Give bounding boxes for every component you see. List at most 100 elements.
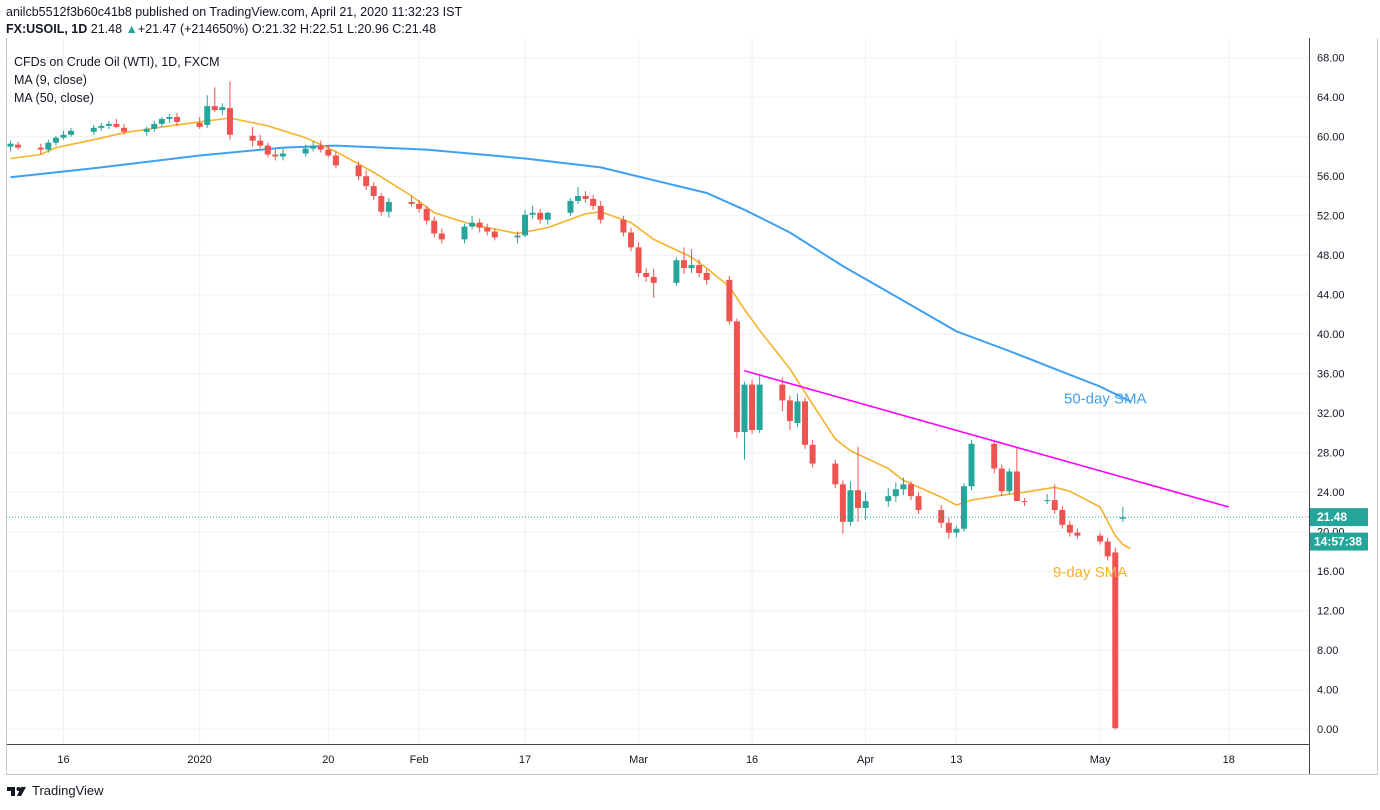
- candle[interactable]: [68, 127, 75, 137]
- candle[interactable]: [688, 249, 695, 274]
- candle[interactable]: [938, 505, 945, 528]
- candle[interactable]: [476, 218, 483, 233]
- candle[interactable]: [317, 140, 324, 153]
- candle[interactable]: [105, 120, 112, 129]
- candle[interactable]: [438, 228, 445, 244]
- candle[interactable]: [7, 140, 14, 152]
- candle[interactable]: [862, 492, 869, 520]
- candle[interactable]: [15, 141, 22, 150]
- candle[interactable]: [1119, 506, 1126, 523]
- candle[interactable]: [249, 126, 256, 147]
- candle[interactable]: [650, 269, 657, 298]
- candle[interactable]: [703, 269, 710, 285]
- candle[interactable]: [219, 103, 226, 116]
- candle[interactable]: [363, 170, 370, 191]
- candle[interactable]: [832, 459, 839, 489]
- candle[interactable]: [1013, 446, 1020, 502]
- candle[interactable]: [310, 141, 317, 152]
- candle[interactable]: [794, 393, 801, 428]
- candle[interactable]: [696, 259, 703, 277]
- candle[interactable]: [1097, 532, 1104, 545]
- candle[interactable]: [469, 215, 476, 230]
- candle[interactable]: [1112, 547, 1119, 730]
- candle[interactable]: [158, 116, 165, 127]
- candle[interactable]: [211, 87, 218, 113]
- candle[interactable]: [173, 113, 180, 126]
- candle[interactable]: [839, 480, 846, 534]
- candle[interactable]: [166, 114, 173, 123]
- price-chart[interactable]: 68.00 64.00 60.00 56.00 52.00 48.00 44.00 40.00…: [0, 38, 1380, 780]
- candle[interactable]: [726, 275, 733, 325]
- candle[interactable]: [786, 395, 793, 431]
- candle[interactable]: [378, 193, 385, 216]
- candle[interactable]: [544, 211, 551, 225]
- candle[interactable]: [302, 144, 309, 157]
- candle[interactable]: [749, 379, 756, 434]
- candle[interactable]: [121, 123, 128, 135]
- candle[interactable]: [756, 373, 763, 433]
- candle[interactable]: [408, 195, 415, 207]
- candle[interactable]: [60, 130, 67, 140]
- candle[interactable]: [98, 122, 105, 131]
- candle[interactable]: [37, 143, 44, 155]
- candle[interactable]: [809, 439, 816, 468]
- candle[interactable]: [431, 216, 438, 238]
- candle[interactable]: [90, 124, 97, 135]
- resistance-trendline[interactable]: [744, 369, 1230, 508]
- candle[interactable]: [643, 268, 650, 282]
- candle[interactable]: [945, 517, 952, 539]
- candle[interactable]: [733, 318, 740, 438]
- candle[interactable]: [1051, 484, 1058, 514]
- candle[interactable]: [1006, 468, 1013, 495]
- candle[interactable]: [332, 151, 339, 169]
- candle[interactable]: [537, 208, 544, 224]
- candle[interactable]: [272, 149, 279, 161]
- candle[interactable]: [779, 377, 786, 412]
- candle[interactable]: [673, 257, 680, 286]
- footer-brand[interactable]: TradingView: [6, 783, 104, 798]
- candle[interactable]: [514, 231, 521, 244]
- candle[interactable]: [968, 439, 975, 491]
- candle[interactable]: [847, 481, 854, 526]
- candle[interactable]: [885, 488, 892, 508]
- candle[interactable]: [264, 142, 271, 158]
- candle[interactable]: [998, 464, 1005, 497]
- candle[interactable]: [416, 199, 423, 213]
- candle[interactable]: [151, 120, 158, 132]
- candle[interactable]: [597, 200, 604, 224]
- candle[interactable]: [143, 126, 150, 136]
- candle[interactable]: [741, 381, 748, 460]
- candle[interactable]: [1021, 498, 1028, 507]
- candle[interactable]: [45, 139, 52, 153]
- candle[interactable]: [960, 483, 967, 532]
- candle[interactable]: [627, 227, 634, 252]
- candle[interactable]: [915, 492, 922, 514]
- candle[interactable]: [52, 135, 59, 146]
- candle[interactable]: [491, 228, 498, 241]
- candle[interactable]: [1044, 494, 1051, 505]
- candle[interactable]: [204, 95, 211, 128]
- candle[interactable]: [196, 116, 203, 129]
- candle[interactable]: [892, 482, 899, 503]
- candle[interactable]: [567, 197, 574, 216]
- candle[interactable]: [423, 205, 430, 225]
- candle[interactable]: [991, 439, 998, 474]
- candle[interactable]: [279, 147, 286, 161]
- candle[interactable]: [522, 209, 529, 238]
- candle[interactable]: [325, 144, 332, 158]
- candle[interactable]: [900, 477, 907, 496]
- candle[interactable]: [484, 223, 491, 236]
- candle[interactable]: [113, 118, 120, 128]
- candle[interactable]: [680, 247, 687, 274]
- candle[interactable]: [1066, 520, 1073, 537]
- candle[interactable]: [370, 182, 377, 200]
- candle[interactable]: [461, 223, 468, 244]
- candle[interactable]: [529, 205, 536, 219]
- candle[interactable]: [635, 242, 642, 277]
- candle[interactable]: [1104, 537, 1111, 561]
- candle[interactable]: [953, 525, 960, 538]
- candle[interactable]: [226, 81, 233, 140]
- candle[interactable]: [385, 197, 392, 218]
- candle[interactable]: [355, 161, 362, 181]
- candle[interactable]: [802, 397, 809, 449]
